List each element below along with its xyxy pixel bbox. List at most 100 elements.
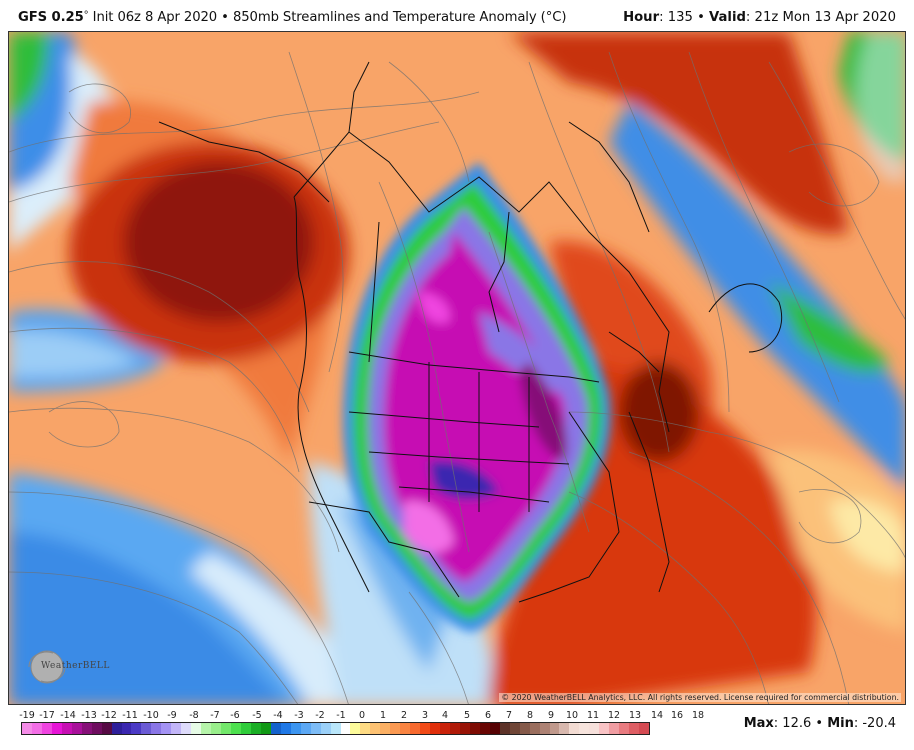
colorbar-tick-label: 6 — [484, 710, 492, 721]
colorbar-cell — [579, 723, 590, 734]
colorbar-cell — [121, 723, 132, 734]
colorbar-cell — [430, 723, 441, 734]
colorbar-cell — [410, 723, 421, 734]
copyright-notice: © 2020 WeatherBELL Analytics, LLC. All r… — [499, 693, 901, 702]
colorbar-tick-label: 11 — [586, 710, 600, 721]
colorbar-tick-label: -13 — [81, 710, 97, 721]
colorbar-cell — [151, 723, 162, 734]
colorbar-cell — [519, 723, 530, 734]
colorbar-cell — [559, 723, 570, 734]
colorbar-cell — [101, 723, 112, 734]
colorbar-cell — [22, 723, 32, 734]
colorbar-cell — [280, 723, 291, 734]
colorbar-cell — [171, 723, 182, 734]
colorbar-scale — [21, 722, 650, 735]
colorbar-cell — [449, 723, 460, 734]
colorbar-cell — [221, 723, 232, 734]
colorbar-cell — [479, 723, 490, 734]
colorbar-cell — [340, 723, 351, 734]
colorbar-tick-label: 8 — [526, 710, 534, 721]
colorbar-tick-label: 9 — [547, 710, 555, 721]
colorbar-cell — [370, 723, 381, 734]
colorbar-cell — [181, 723, 192, 734]
colorbar-tick-label: 3 — [421, 710, 429, 721]
logo-text: WeatherBELL — [41, 661, 110, 671]
colorbar-cell — [71, 723, 82, 734]
colorbar-cell — [31, 723, 42, 734]
colorbar-tick-label: -6 — [230, 710, 240, 721]
colorbar-cell — [41, 723, 52, 734]
colorbar-cell — [489, 723, 500, 734]
colorbar-cell — [380, 723, 391, 734]
colorbar-cell — [91, 723, 102, 734]
colorbar-cell — [211, 723, 222, 734]
min-label: Min — [827, 716, 854, 731]
colorbar-cell — [260, 723, 271, 734]
init-and-product: Init 06z 8 Apr 2020 • 850mb Streamlines … — [88, 10, 567, 25]
colorbar-cell — [569, 723, 580, 734]
colorbar-cell — [111, 723, 122, 734]
colorbar-cell — [310, 723, 321, 734]
boundaries — [158, 61, 783, 603]
min-value: : -20.4 — [853, 716, 896, 731]
colorbar-tick-label: 12 — [607, 710, 621, 721]
colorbar-cell — [400, 723, 411, 734]
streamlines — [9, 51, 905, 704]
max-min-summary: Max: 12.6 • Min: -20.4 — [744, 716, 896, 731]
colorbar-tick-label: -8 — [189, 710, 199, 721]
colorbar-tick-label: -5 — [252, 710, 262, 721]
hour-value: : 135 • — [659, 10, 710, 25]
colorbar-cell — [509, 723, 520, 734]
colorbar-cell — [270, 723, 281, 734]
colorbar-tick-label: 10 — [565, 710, 579, 721]
colorbar-cell — [320, 723, 331, 734]
colorbar-tick-label: 18 — [691, 710, 705, 721]
colorbar-tick-label: 16 — [670, 710, 684, 721]
colorbar-cell — [191, 723, 202, 734]
colorbar-cell — [131, 723, 142, 734]
colorbar-cell — [231, 723, 241, 734]
colorbar-tick-label: -12 — [101, 710, 117, 721]
colorbar-tick-label: 0 — [358, 710, 366, 721]
colorbar: -19 -17 -14 -13 -12 -11 -10 -9 -8 -7 -6 -5 -4 -3 -2 -1 0… — [19, 708, 704, 740]
colorbar-tick-label: -17 — [39, 710, 55, 721]
colorbar-tick-label: 4 — [441, 710, 449, 721]
colorbar-tick-label: 5 — [463, 710, 471, 721]
colorbar-cell — [360, 723, 371, 734]
colorbar-cell — [300, 723, 311, 734]
hour-label: Hour — [623, 10, 660, 25]
anomaly-map: WeatherBELL © 2020 WeatherBELL Analytics… — [8, 31, 906, 705]
colorbar-tick-label: -2 — [315, 710, 325, 721]
colorbar-cell — [81, 723, 92, 734]
colorbar-tick-label: 7 — [505, 710, 513, 721]
colorbar-cell — [161, 723, 172, 734]
colorbar-tick-label: -19 — [19, 710, 35, 721]
colorbar-tick-label: -9 — [167, 710, 177, 721]
valid-value: : 21z Mon 13 Apr 2020 — [745, 10, 896, 25]
colorbar-cell — [51, 723, 62, 734]
colorbar-tick-label: -10 — [143, 710, 159, 721]
colorbar-cell — [539, 723, 550, 734]
header: GFS 0.25° Init 06z 8 Apr 2020 • 850mb St… — [0, 0, 914, 30]
map-field — [9, 32, 905, 704]
colorbar-labels: -19 -17 -14 -13 -12 -11 -10 -9 -8 -7 -6 -5 -4 -3 -2 -1 0… — [19, 710, 704, 722]
valid-time: Hour: 135 • Valid: 21z Mon 13 Apr 2020 — [623, 10, 896, 25]
colorbar-cell — [459, 723, 470, 734]
max-value: : 12.6 • — [773, 716, 828, 731]
colorbar-cell — [469, 723, 480, 734]
colorbar-cell — [599, 723, 610, 734]
colorbar-cell — [609, 723, 620, 734]
colorbar-cell — [390, 723, 401, 734]
colorbar-cell — [350, 723, 361, 734]
colorbar-cell — [589, 723, 600, 734]
valid-label: Valid — [709, 10, 746, 25]
colorbar-tick-label: -4 — [273, 710, 283, 721]
colorbar-cell — [499, 723, 510, 734]
colorbar-cell — [420, 723, 431, 734]
colorbar-tick-label: -11 — [122, 710, 138, 721]
degree-mark: ° — [83, 10, 89, 21]
colorbar-tick-label: 13 — [628, 710, 642, 721]
weatherbell-logo: WeatherBELL — [21, 647, 111, 687]
colorbar-tick-label: 14 — [650, 710, 664, 721]
colorbar-cell — [240, 723, 251, 734]
